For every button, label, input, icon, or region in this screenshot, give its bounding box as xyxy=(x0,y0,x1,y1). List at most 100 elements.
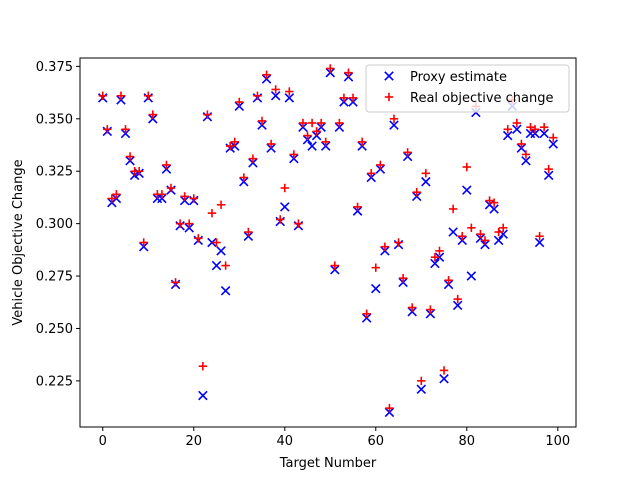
real-objective-change-point xyxy=(380,242,390,251)
real-objective-change-point xyxy=(253,91,262,100)
real-objective-change-point xyxy=(417,376,426,386)
real-objective-change-point xyxy=(517,139,526,149)
real-objective-change-point xyxy=(225,141,235,151)
real-objective-change-point xyxy=(207,208,217,218)
y-tick-label: 0.375 xyxy=(36,60,73,75)
proxy-estimate-point xyxy=(284,93,295,103)
real-objective-change-point xyxy=(439,366,449,375)
proxy-estimate-point xyxy=(389,120,399,130)
proxy-estimate-point xyxy=(216,246,226,256)
y-tick-label: 0.350 xyxy=(36,112,73,127)
real-objective-change-point xyxy=(353,202,362,212)
series-real-objective-change xyxy=(98,64,558,413)
x-tick-label: 100 xyxy=(545,434,570,449)
real-objective-change-point xyxy=(376,160,385,170)
real-objective-change-point xyxy=(503,125,512,134)
real-objective-change-point xyxy=(407,303,417,312)
real-objective-change-point xyxy=(239,173,249,182)
real-objective-change-point xyxy=(307,118,317,128)
real-objective-change-point xyxy=(148,110,158,119)
real-objective-change-point xyxy=(526,122,535,132)
real-objective-change-point xyxy=(112,190,121,199)
x-tick-label: 20 xyxy=(185,434,202,449)
real-objective-change-point xyxy=(430,252,440,262)
real-objective-change-point xyxy=(189,194,198,203)
real-objective-change-point xyxy=(435,246,444,256)
proxy-estimate-point xyxy=(430,258,440,269)
real-objective-change-point xyxy=(257,116,267,126)
real-objective-change-point xyxy=(98,91,107,100)
real-objective-change-point xyxy=(344,68,353,77)
real-objective-change-point xyxy=(180,192,189,201)
real-objective-change-point xyxy=(157,190,167,199)
proxy-estimate-point xyxy=(548,139,559,149)
real-objective-change-point xyxy=(326,64,335,73)
real-objective-change-point xyxy=(335,118,344,128)
real-objective-change-point xyxy=(489,198,499,207)
real-objective-change-point xyxy=(230,137,239,147)
real-objective-change-point xyxy=(385,403,394,413)
real-objective-change-point xyxy=(498,223,508,233)
legend-label-real-objective-change: Real objective change xyxy=(410,91,554,106)
real-objective-change-point xyxy=(285,87,294,96)
real-objective-change-point xyxy=(266,139,276,149)
proxy-estimate-point xyxy=(207,237,217,248)
real-objective-change-point xyxy=(462,162,471,172)
y-axis-ticks: 0.225 0.250 0.275 0.300 0.325 0.350 0.375 xyxy=(36,60,80,389)
real-objective-change-point xyxy=(362,309,371,318)
real-objective-change-point xyxy=(116,91,126,100)
proxy-estimate-point xyxy=(543,170,554,181)
real-objective-change-point xyxy=(394,238,403,247)
real-objective-change-point xyxy=(248,154,258,163)
proxy-estimate-point xyxy=(416,384,427,395)
y-tick-label: 0.225 xyxy=(36,374,73,389)
proxy-estimate-point xyxy=(439,374,449,384)
real-objective-change-point xyxy=(198,361,208,371)
proxy-estimate-point xyxy=(452,300,463,311)
legend-box xyxy=(365,64,570,113)
legend-marker-proxy-estimate xyxy=(384,71,394,81)
proxy-estimate-point xyxy=(448,227,458,237)
real-objective-change-point xyxy=(403,148,412,157)
proxy-estimate-point xyxy=(512,124,522,135)
real-objective-change-point xyxy=(421,169,431,178)
real-objective-change-point xyxy=(357,137,367,147)
data-points xyxy=(97,64,559,418)
legend-label-proxy-estimate: Proxy estimate xyxy=(410,70,507,85)
y-tick-label: 0.300 xyxy=(36,217,73,232)
real-objective-change-point xyxy=(348,93,358,103)
real-objective-change-point xyxy=(221,261,230,270)
real-objective-change-point xyxy=(175,219,185,228)
real-objective-change-point xyxy=(426,305,435,314)
real-objective-change-point xyxy=(312,127,321,136)
real-objective-change-point xyxy=(485,196,494,205)
real-objective-change-point xyxy=(244,227,253,237)
real-objective-change-point xyxy=(367,169,376,178)
real-objective-change-point xyxy=(262,70,271,79)
real-objective-change-point xyxy=(448,204,458,214)
real-objective-change-point xyxy=(453,294,462,304)
real-objective-change-point xyxy=(480,236,490,245)
y-axis-label: Vehicle Objective Change xyxy=(11,159,26,325)
real-objective-change-point xyxy=(276,215,285,224)
plot-area xyxy=(80,58,576,427)
proxy-estimate-point xyxy=(280,202,290,212)
real-objective-change-point xyxy=(521,150,531,159)
proxy-estimate-point xyxy=(539,128,549,139)
real-objective-change-point xyxy=(535,232,544,241)
real-objective-change-point xyxy=(271,85,280,94)
real-objective-change-point xyxy=(280,183,289,193)
real-objective-change-point xyxy=(203,110,212,119)
x-tick-label: 60 xyxy=(368,434,385,449)
real-objective-change-point xyxy=(321,137,330,147)
real-objective-change-point xyxy=(139,238,148,247)
proxy-estimate-point xyxy=(489,204,499,214)
proxy-estimate-point xyxy=(421,176,431,187)
legend-x-marker xyxy=(384,71,394,81)
real-objective-change-point xyxy=(398,273,408,283)
proxy-estimate-point xyxy=(220,285,231,296)
real-objective-change-point xyxy=(330,261,340,270)
real-objective-change-point xyxy=(103,125,112,134)
real-objective-change-point xyxy=(185,219,194,228)
real-objective-change-point xyxy=(125,152,135,161)
